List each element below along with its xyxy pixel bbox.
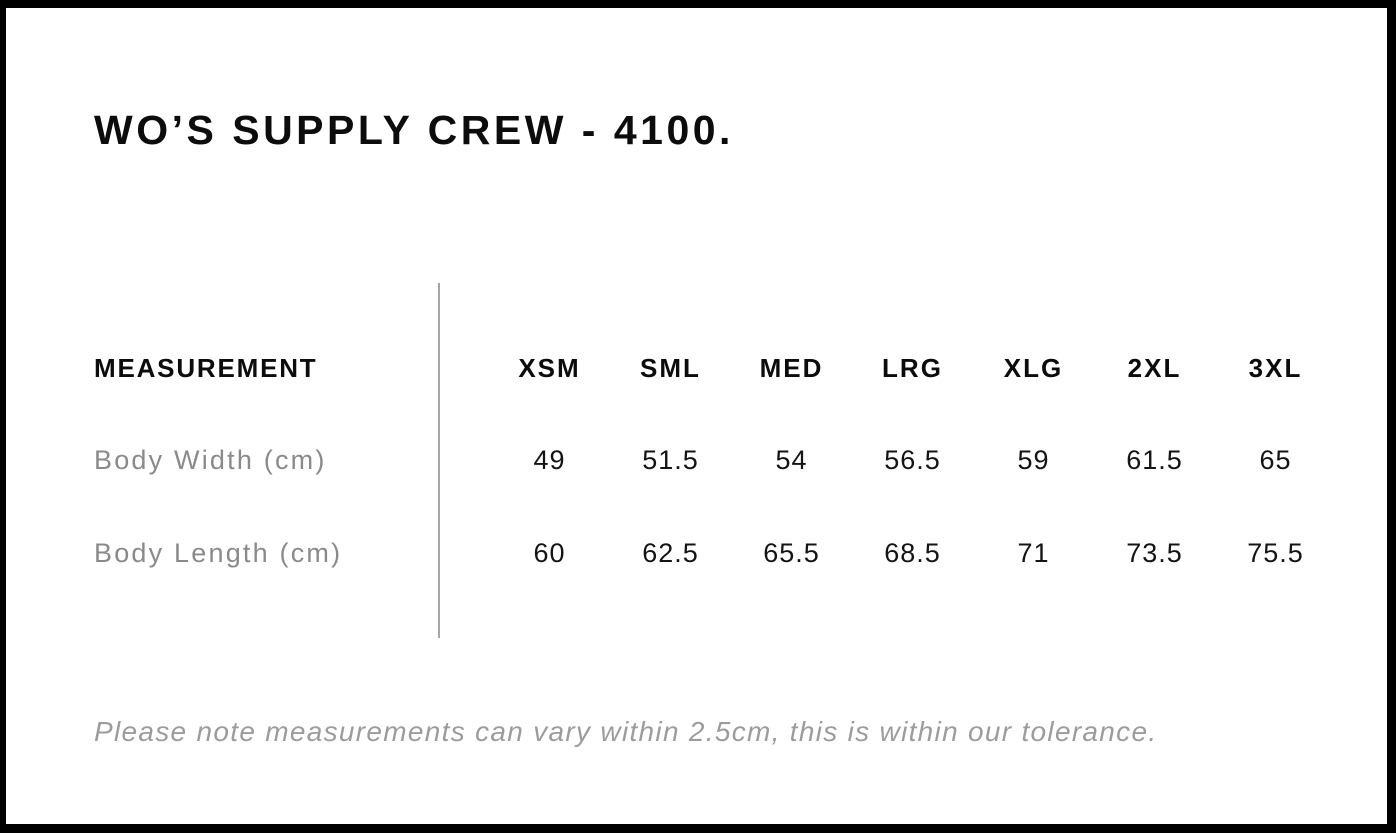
column-header-2xl: 2XL <box>1127 353 1182 383</box>
body-width-values: 49 51.5 54 56.5 59 61.5 65 <box>489 445 1336 476</box>
body-length-3xl: 75.5 <box>1247 538 1304 568</box>
page-title: WO’S SUPPLY CREW - 4100. <box>94 107 734 153</box>
body-length-med: 65.5 <box>763 538 820 568</box>
body-width-med: 54 <box>775 445 808 475</box>
body-width-sml: 51.5 <box>642 445 699 475</box>
column-header-xlg: XLG <box>1003 353 1064 383</box>
body-length-xlg: 71 <box>1017 538 1050 568</box>
table-divider-line <box>438 283 440 638</box>
column-header-med: MED <box>759 353 824 383</box>
body-length-2xl: 73.5 <box>1126 538 1183 568</box>
column-header-sml: SML <box>640 353 701 383</box>
body-width-xsm: 49 <box>533 445 566 475</box>
body-length-values: 60 62.5 65.5 68.5 71 73.5 75.5 <box>489 538 1336 569</box>
column-header-3xl: 3XL <box>1248 353 1303 383</box>
size-header-group: XSM SML MED LRG XLG 2XL 3XL <box>489 353 1336 384</box>
tolerance-note: Please note measurements can vary within… <box>94 716 1158 747</box>
column-header-lrg: LRG <box>882 353 943 383</box>
body-length-xsm: 60 <box>533 538 566 568</box>
column-header-measurement: MEASUREMENT <box>94 353 318 383</box>
row-label-body-width: Body Width (cm) <box>94 445 327 475</box>
body-width-lrg: 56.5 <box>884 445 941 475</box>
row-label-body-length: Body Length (cm) <box>94 538 343 568</box>
column-header-xsm: XSM <box>518 353 581 383</box>
body-length-lrg: 68.5 <box>884 538 941 568</box>
body-width-3xl: 65 <box>1259 445 1292 475</box>
body-width-2xl: 61.5 <box>1126 445 1183 475</box>
body-length-sml: 62.5 <box>642 538 699 568</box>
body-width-xlg: 59 <box>1017 445 1050 475</box>
